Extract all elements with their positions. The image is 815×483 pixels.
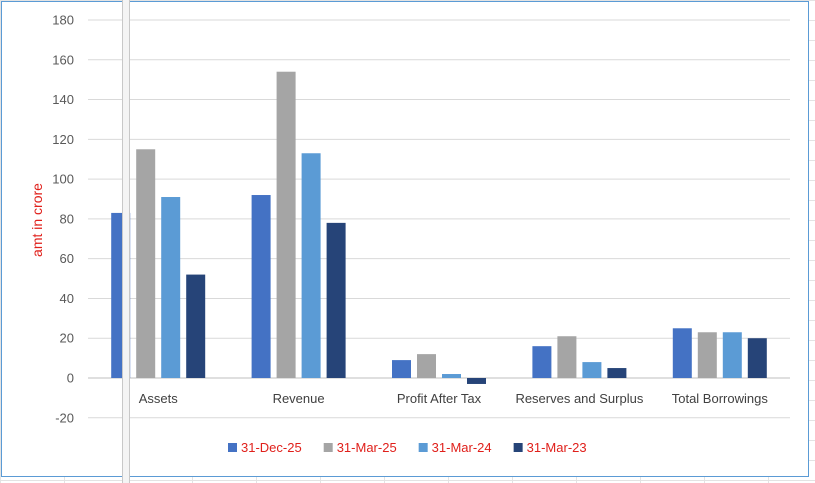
y-tick-label: 0	[67, 371, 74, 386]
category-labels: Assets Revenue Profit After Tax Reserves an…	[139, 391, 769, 406]
bar-3-3[interactable]	[607, 368, 627, 378]
y-tick-label: 40	[60, 291, 74, 306]
bar-2-1[interactable]	[417, 354, 436, 378]
y-tick-label: 120	[52, 132, 74, 147]
legend-label: 31-Mar-24	[432, 440, 492, 455]
bar-0-1[interactable]	[136, 149, 156, 378]
y-tick-label: 180	[52, 13, 74, 28]
bar-2-0[interactable]	[392, 360, 411, 378]
bar-1-0[interactable]	[251, 195, 271, 378]
legend: 31-Dec-25 31-Mar-25 31-Mar-24 31-Mar-23	[228, 440, 587, 455]
y-axis-ticks: -20 0 20 40 60 80 100 120 140 160 180	[52, 13, 74, 426]
bar-0-3[interactable]	[186, 274, 206, 378]
legend-label: 31-Mar-25	[337, 440, 397, 455]
bar-1-2[interactable]	[301, 153, 321, 378]
bar-1-1[interactable]	[276, 71, 296, 378]
legend-swatch	[228, 443, 237, 452]
category-label: Revenue	[273, 391, 325, 406]
chart-area[interactable]	[1, 1, 809, 477]
y-tick-label: 100	[52, 172, 74, 187]
y-axis-title: amt in crore	[29, 183, 45, 257]
y-tick-label: 80	[60, 211, 74, 226]
y-tick-label: 160	[52, 52, 74, 67]
y-tick-label: 60	[60, 251, 74, 266]
bar-4-1[interactable]	[697, 332, 717, 378]
category-label: Assets	[139, 391, 179, 406]
category-label: Total Borrowings	[672, 391, 769, 406]
bar-2-3[interactable]	[467, 378, 486, 384]
y-tick-label: 20	[60, 331, 74, 346]
bar-3-2[interactable]	[582, 362, 602, 378]
legend-swatch	[513, 443, 523, 452]
y-tick-label: 140	[52, 92, 74, 107]
legend-swatch	[323, 443, 333, 452]
bar-4-3[interactable]	[747, 338, 767, 378]
bar-3-1[interactable]	[557, 336, 577, 378]
y-tick-label: -20	[55, 410, 74, 425]
bar-4-0[interactable]	[672, 328, 692, 378]
bar-2-2[interactable]	[442, 374, 461, 378]
legend-label: 31-Dec-25	[241, 440, 302, 455]
bar-1-3[interactable]	[326, 222, 346, 378]
bars	[111, 71, 767, 384]
category-label: Profit After Tax	[397, 391, 482, 406]
pane-splitter[interactable]	[122, 0, 130, 483]
legend-swatch	[418, 443, 428, 452]
bar-4-2[interactable]	[722, 332, 742, 378]
legend-label: 31-Mar-23	[527, 440, 587, 455]
bar-0-2[interactable]	[161, 197, 181, 378]
bar-3-0[interactable]	[532, 346, 552, 378]
category-label: Reserves and Surplus	[515, 391, 643, 406]
